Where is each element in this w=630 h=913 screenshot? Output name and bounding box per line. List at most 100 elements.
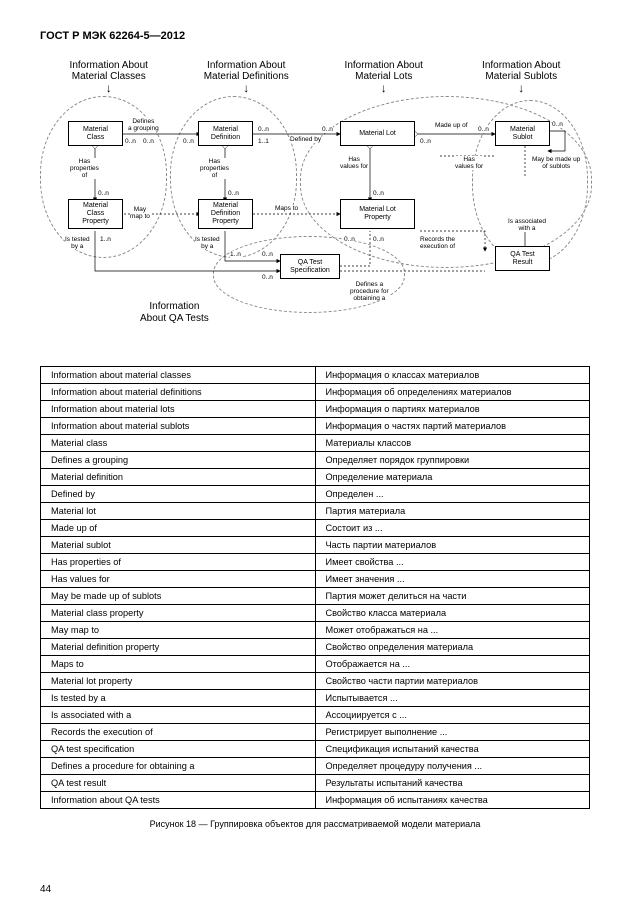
box-material-sublot: MaterialSublot: [495, 121, 550, 146]
table-row: Made up ofСостоит из ...: [41, 520, 590, 537]
mult: 0..n: [478, 126, 489, 133]
table-cell: Information about material classes: [41, 367, 316, 384]
table-row: Material class propertyСвойство класса м…: [41, 605, 590, 622]
table-cell: Is tested by a: [41, 690, 316, 707]
table-cell: Состоит из ...: [315, 520, 590, 537]
table-row: Is tested by aИспытывается ...: [41, 690, 590, 707]
mult: 1..1: [258, 138, 269, 145]
box-material-class: MaterialClass: [68, 121, 123, 146]
table-row: QA test specificationСпецификация испыта…: [41, 741, 590, 758]
box-material-definition: MaterialDefinition: [198, 121, 253, 146]
uml-diagram: MaterialClass MaterialDefinition Materia…: [40, 96, 590, 326]
arrow-icon: ↓: [178, 84, 316, 92]
table-row: Information about material classesИнформ…: [41, 367, 590, 384]
table-cell: Материалы классов: [315, 435, 590, 452]
table-cell: Information about material definitions: [41, 384, 316, 401]
table-row: Defined byОпределен ...: [41, 486, 590, 503]
label-records-exec: Records theexecution of: [420, 236, 455, 250]
table-row: Material sublotЧасть партии материалов: [41, 537, 590, 554]
label-may-map-to: Maymap to: [130, 206, 150, 220]
table-row: May map toМожет отображаться на ...: [41, 622, 590, 639]
table-row: Defines a procedure for obtaining aОпред…: [41, 758, 590, 775]
table-row: Material definitionОпределение материала: [41, 469, 590, 486]
table-cell: Определен ...: [315, 486, 590, 503]
table-row: Material lot propertyСвойство части парт…: [41, 673, 590, 690]
table-cell: Результаты испытаний качества: [315, 775, 590, 792]
table-cell: Информация о партиях материалов: [315, 401, 590, 418]
label-has-props: Haspropertiesof: [200, 158, 229, 179]
label-defined-by: Defined by: [290, 136, 321, 143]
box-material-lot-property: Material LotProperty: [340, 199, 415, 229]
mult: 0..n: [344, 236, 355, 243]
table-cell: May be made up of sublots: [41, 588, 316, 605]
document-header: ГОСТ Р МЭК 62264-5—2012: [40, 30, 590, 42]
table-cell: Defined by: [41, 486, 316, 503]
qa-label: InformationAbout QA Tests: [140, 301, 209, 325]
mult: 0..n: [262, 251, 273, 258]
table-cell: Информация об определениях материалов: [315, 384, 590, 401]
table-cell: Ассоциируется с ...: [315, 707, 590, 724]
label-has-props: Haspropertiesof: [70, 158, 99, 179]
table-cell: Отображается на ...: [315, 656, 590, 673]
figure-caption: Рисунок 18 — Группировка объектов для ра…: [40, 819, 590, 829]
mult: 0..n: [262, 274, 273, 281]
table-cell: Has values for: [41, 571, 316, 588]
table-cell: Information about material sublots: [41, 418, 316, 435]
table-cell: Records the execution of: [41, 724, 316, 741]
table-cell: Свойство определения материала: [315, 639, 590, 656]
table-cell: Made up of: [41, 520, 316, 537]
label-def-proc: Defines aprocedure forobtaining a: [350, 281, 389, 302]
table-cell: Material class property: [41, 605, 316, 622]
table-cell: QA test result: [41, 775, 316, 792]
mult: 0..n: [183, 138, 194, 145]
mult: 0..n: [420, 138, 431, 145]
mult: 0..n: [98, 190, 109, 197]
arrow-icon: ↓: [315, 84, 453, 92]
group-title-classes: Information AboutMaterial Classes: [40, 60, 178, 82]
table-cell: Maps to: [41, 656, 316, 673]
table-cell: Material lot: [41, 503, 316, 520]
group-title-sublots: Information AboutMaterial Sublots: [453, 60, 591, 82]
table-row: Information about material sublotsИнформ…: [41, 418, 590, 435]
table-cell: Material definition: [41, 469, 316, 486]
table-row: Information about material lotsИнформаци…: [41, 401, 590, 418]
box-material-lot: Material Lot: [340, 121, 415, 146]
table-row: Information about material definitionsИн…: [41, 384, 590, 401]
table-row: Material definition propertyСвойство опр…: [41, 639, 590, 656]
mult: 0..n: [228, 190, 239, 197]
table-cell: Определяет порядок группировки: [315, 452, 590, 469]
table-cell: Партия может делиться на части: [315, 588, 590, 605]
table-cell: Имеет свойства ...: [315, 554, 590, 571]
table-row: May be made up of sublotsПартия может де…: [41, 588, 590, 605]
table-cell: Партия материала: [315, 503, 590, 520]
mult: 0..n: [258, 126, 269, 133]
table-cell: QA test specification: [41, 741, 316, 758]
label-is-tested: Is testedby a: [195, 236, 220, 250]
box-material-definition-property: MaterialDefinitionProperty: [198, 199, 253, 229]
table-cell: Defines a procedure for obtaining a: [41, 758, 316, 775]
table-row: Information about QA testsИнформация об …: [41, 792, 590, 809]
table-cell: May map to: [41, 622, 316, 639]
table-row: QA test resultРезультаты испытаний качес…: [41, 775, 590, 792]
table-cell: Material class: [41, 435, 316, 452]
label-defines-grouping: Definesa grouping: [128, 118, 159, 132]
table-row: Maps toОтображается на ...: [41, 656, 590, 673]
table-cell: Information about material lots: [41, 401, 316, 418]
table-cell: Информация об испытаниях качества: [315, 792, 590, 809]
arrow-icon: ↓: [40, 84, 178, 92]
box-qa-test-spec: QA TestSpecification: [280, 254, 340, 279]
table-cell: Material definition property: [41, 639, 316, 656]
mult: 0..n: [552, 121, 563, 128]
box-material-class-property: MaterialClassProperty: [68, 199, 123, 229]
table-row: Material lotПартия материала: [41, 503, 590, 520]
label-is-assoc: Is associatedwith a: [508, 218, 546, 232]
mult: 0..n: [322, 126, 333, 133]
table-cell: Свойство части партии материалов: [315, 673, 590, 690]
table-cell: Испытывается ...: [315, 690, 590, 707]
mult: 0..n: [373, 236, 384, 243]
table-cell: Information about QA tests: [41, 792, 316, 809]
table-cell: Has properties of: [41, 554, 316, 571]
table-cell: Может отображаться на ...: [315, 622, 590, 639]
translation-table: Information about material classesИнформ…: [40, 366, 590, 809]
table-cell: Is associated with a: [41, 707, 316, 724]
